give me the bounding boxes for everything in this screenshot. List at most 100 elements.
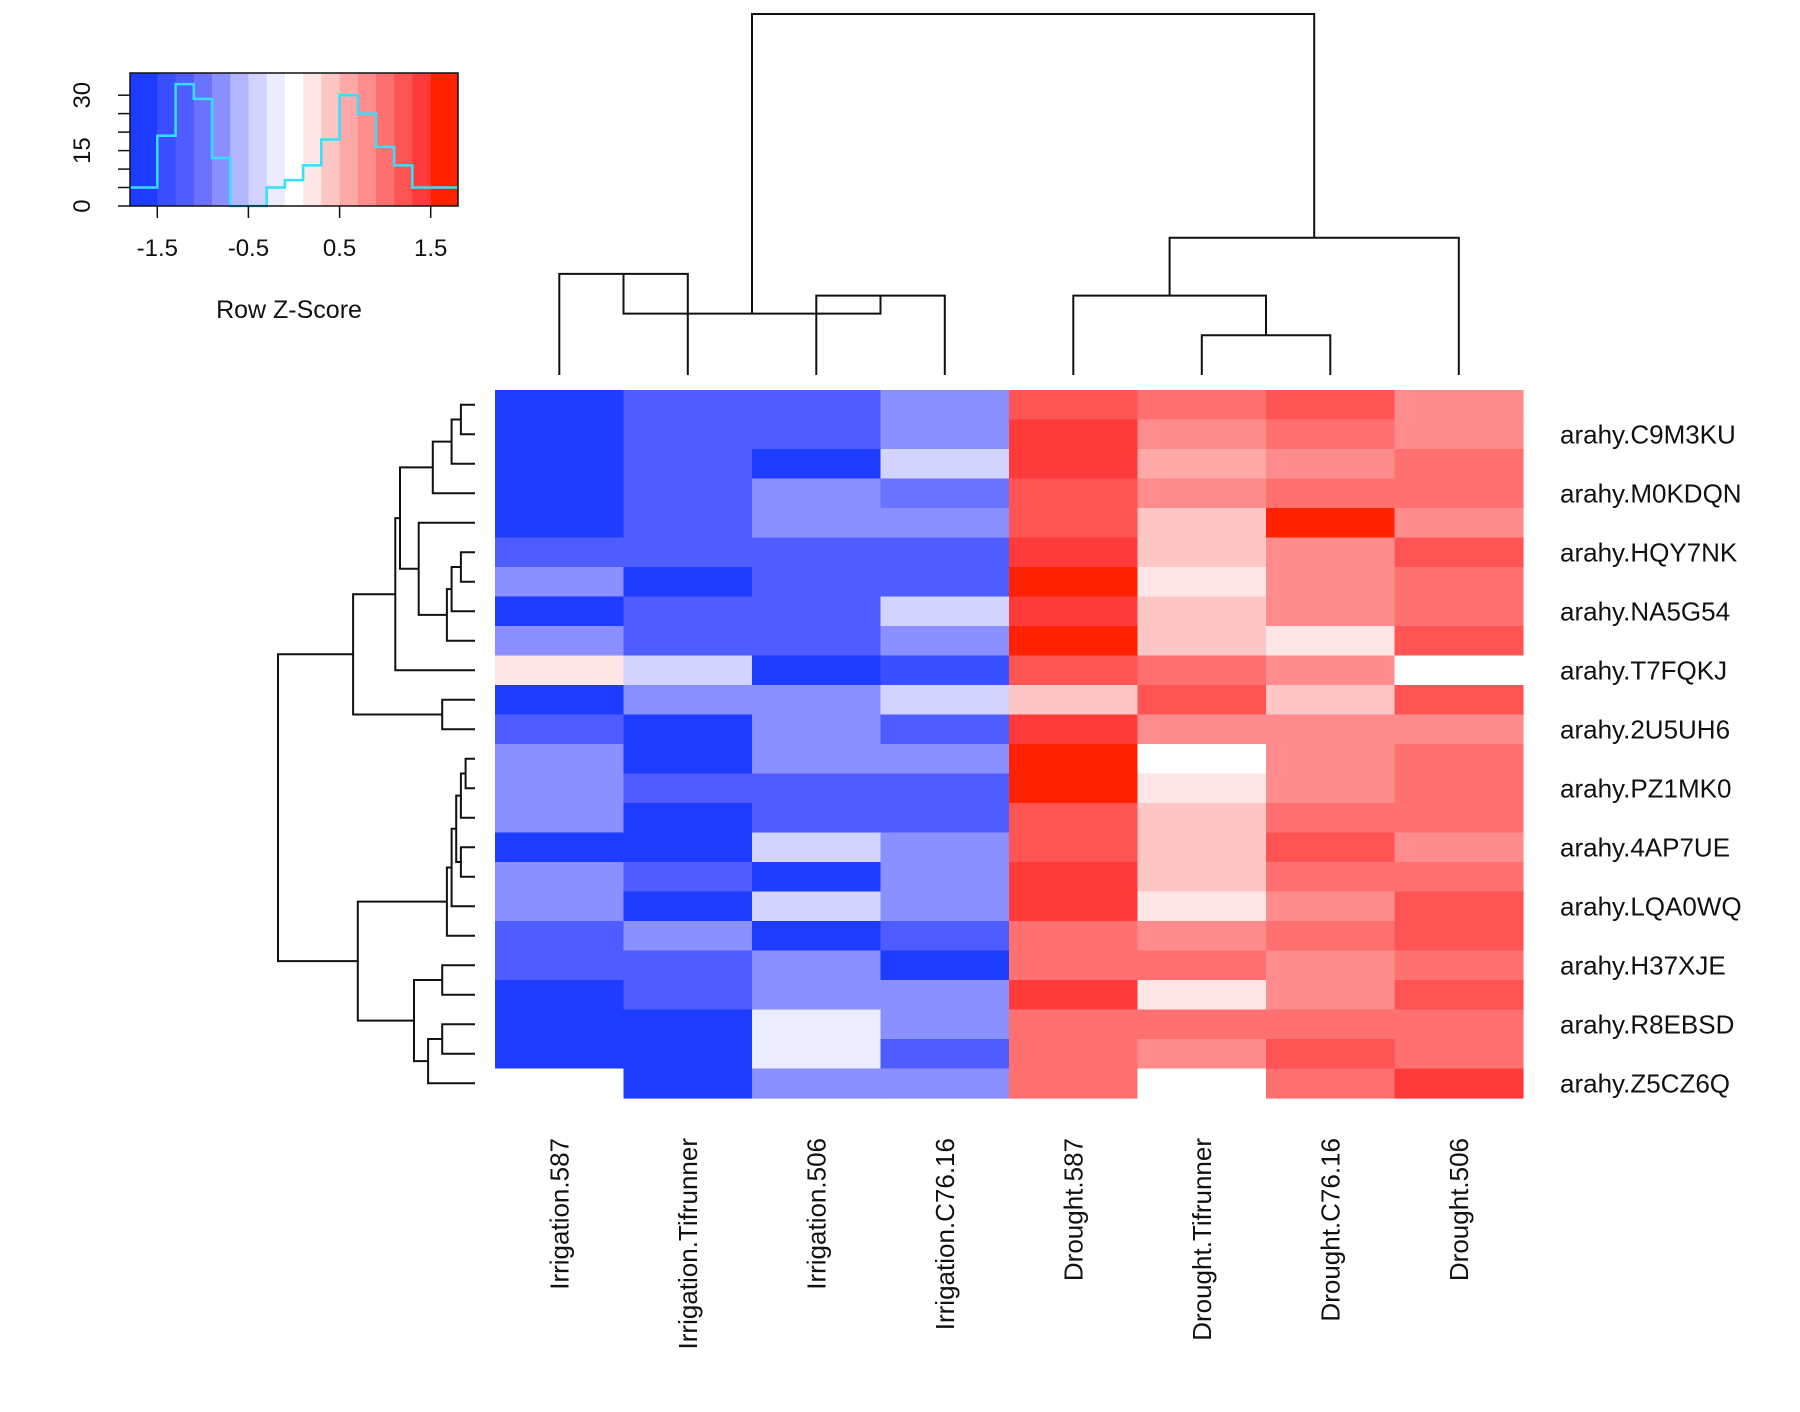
column-labels: Irrigation.587 Irrigation.Tifrunner Irriga… — [544, 1138, 1474, 1350]
heatmap-cell — [1394, 803, 1524, 834]
row-label: arahy.HQY7NK — [1560, 537, 1738, 567]
heatmap-cell — [1009, 714, 1139, 745]
heatmap-cell — [880, 980, 1010, 1011]
heatmap-cell — [1266, 1009, 1396, 1040]
heatmap-cell — [1009, 567, 1139, 598]
heatmap-cell — [1266, 714, 1396, 745]
color-key-histogram — [130, 82, 458, 208]
heatmap-cell — [1394, 567, 1524, 598]
heatmap-cell — [1394, 655, 1524, 686]
heatmap-cell — [752, 891, 882, 922]
color-key-swatch — [175, 73, 195, 206]
heatmap-cell — [623, 537, 753, 568]
heatmap-cell — [623, 1039, 753, 1070]
heatmap-cell — [1266, 950, 1396, 981]
heatmap-cell — [1009, 1009, 1139, 1040]
color-key-frame — [129, 72, 459, 207]
heatmap-cell — [880, 1039, 1010, 1070]
heatmap-cell — [1137, 390, 1267, 421]
heatmap-cell — [1394, 390, 1524, 421]
heatmap-cell — [880, 508, 1010, 539]
heatmap-cell — [1394, 626, 1524, 657]
heatmap-cell — [1009, 1068, 1139, 1099]
color-key-swatch — [266, 73, 286, 206]
row-label: arahy.LQA0WQ — [1560, 891, 1742, 921]
heatmap-cell — [1266, 655, 1396, 686]
color-key-swatch — [412, 73, 432, 206]
row-dendrogram-branch — [450, 418, 475, 465]
heatmap-cell — [1394, 714, 1524, 745]
heatmap-cell — [880, 950, 1010, 981]
heatmap-cell — [495, 478, 625, 509]
heatmap-cell — [623, 626, 753, 657]
color-key-x-tick-label: -0.5 — [228, 235, 269, 262]
row-labels: arahy.C9M3KU arahy.M0KDQN arahy.HQY7NK arah… — [1560, 419, 1742, 1098]
heatmap-cell — [1009, 478, 1139, 509]
heatmap-cell — [752, 478, 882, 509]
heatmap-cell — [1137, 655, 1267, 686]
color-key-title: Row Z-Score — [216, 296, 362, 324]
heatmap-cell — [1009, 921, 1139, 952]
heatmap-cell — [880, 744, 1010, 775]
color-key-swatch — [339, 73, 359, 206]
heatmap-cell — [495, 744, 625, 775]
heatmap-cell — [1394, 596, 1524, 627]
heatmap-cell — [752, 1068, 882, 1099]
heatmap-cell — [880, 449, 1010, 480]
column-label: Drought.587 — [1058, 1138, 1088, 1281]
heatmap-cell — [752, 390, 882, 421]
heatmap-cell — [880, 537, 1010, 568]
row-label: arahy.Z5CZ6Q — [1560, 1068, 1730, 1098]
heatmap-cell — [1394, 773, 1524, 804]
heatmap-cell — [1009, 449, 1139, 480]
row-label: arahy.PZ1MK0 — [1560, 773, 1731, 803]
color-key-swatch — [284, 73, 304, 206]
heatmap-cell — [495, 685, 625, 716]
heatmap-cell — [1009, 537, 1139, 568]
column-dendrogram-branch — [1200, 334, 1332, 375]
heatmap-cell — [880, 478, 1010, 509]
heatmap-cell — [623, 685, 753, 716]
heatmap-cell — [1009, 419, 1139, 450]
heatmap-cell — [1137, 449, 1267, 480]
row-dendrogram-branch — [399, 466, 433, 570]
heatmap-cell — [880, 1068, 1010, 1099]
heatmap-cell — [1266, 980, 1396, 1011]
color-key-x-tick-label: 1.5 — [414, 235, 447, 262]
row-dendrogram-branch — [441, 964, 475, 996]
heatmap-cell — [495, 449, 625, 480]
heatmap-cell — [1266, 832, 1396, 863]
heatmap-cell — [880, 390, 1010, 421]
heatmap-cell — [1394, 508, 1524, 539]
color-key-y-tick-label: 30 — [69, 82, 96, 109]
heatmap-cell — [623, 478, 753, 509]
heatmap-cell — [1137, 714, 1267, 745]
heatmap-cell — [880, 832, 1010, 863]
heatmap-cell — [495, 921, 625, 952]
column-dendrogram-branch — [751, 13, 1316, 314]
heatmap-cell — [495, 862, 625, 893]
heatmap-cell — [752, 832, 882, 863]
row-label: arahy.T7FQKJ — [1560, 655, 1727, 685]
heatmap-cell — [1266, 449, 1396, 480]
heatmap-cell — [1266, 537, 1396, 568]
heatmap-cell — [1266, 921, 1396, 952]
heatmap-cell — [1394, 1009, 1524, 1040]
color-key-y-tick-label: 0 — [69, 199, 96, 212]
color-key-x-tick-label: -1.5 — [137, 235, 178, 262]
heatmap-cell — [1266, 508, 1396, 539]
heatmap-cell — [1266, 685, 1396, 716]
heatmap-cell — [752, 626, 882, 657]
heatmap-cell — [1394, 891, 1524, 922]
heatmap-cell — [1266, 891, 1396, 922]
heatmap-cell — [880, 655, 1010, 686]
heatmap-cell — [495, 537, 625, 568]
heatmap-cell — [1394, 744, 1524, 775]
heatmap-cell — [495, 1039, 625, 1070]
heatmap-cell — [752, 567, 882, 598]
heatmap-cell — [495, 390, 625, 421]
heatmap-cell — [1009, 655, 1139, 686]
heatmap-cell — [1009, 862, 1139, 893]
heatmap-cell — [1137, 744, 1267, 775]
heatmap-cell — [1394, 1068, 1524, 1099]
